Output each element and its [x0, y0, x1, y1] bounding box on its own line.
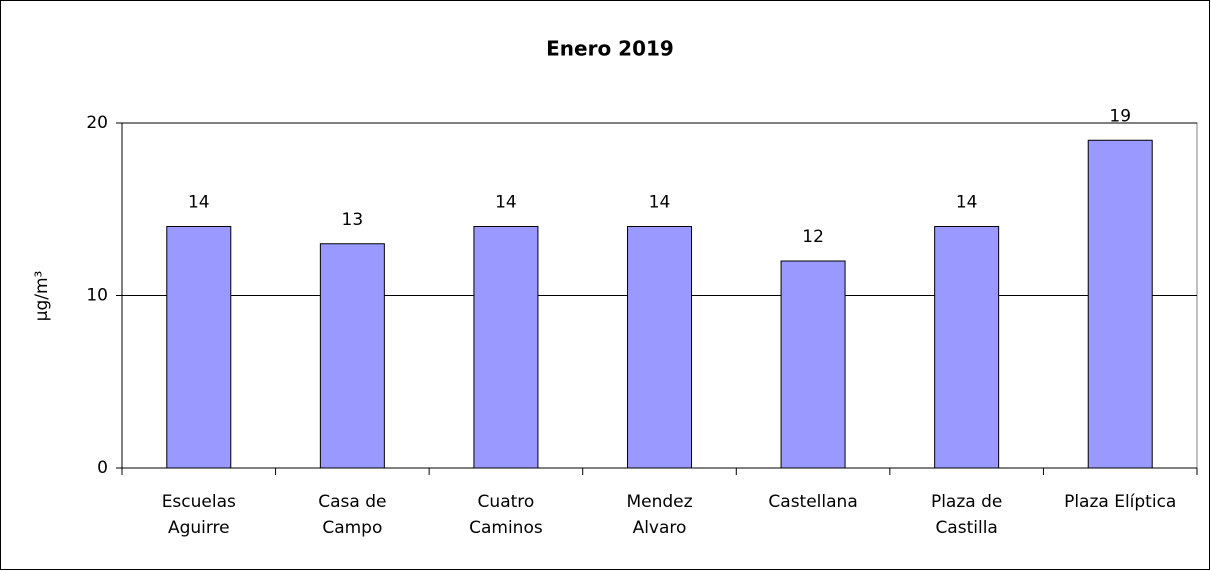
data-label: 14 — [495, 193, 517, 213]
data-label: 14 — [649, 193, 671, 213]
data-label: 14 — [956, 193, 978, 213]
y-axis-label: µg/m³ — [32, 271, 52, 322]
data-label: 13 — [342, 210, 364, 230]
data-label: 19 — [1109, 106, 1131, 126]
bar — [319, 243, 385, 469]
data-label: 12 — [802, 227, 824, 247]
x-tick-label: Casa de Campo — [318, 492, 386, 538]
bar — [1087, 139, 1153, 469]
y-tick-label: 10 — [86, 286, 108, 306]
x-tick-label: Plaza Elíptica — [1064, 492, 1176, 512]
bar — [473, 226, 539, 469]
bar — [780, 260, 846, 469]
x-tick-label: Castellana — [768, 492, 857, 512]
x-tick-label: Mendez Alvaro — [626, 492, 692, 538]
x-tick-label: Plaza de Castilla — [931, 492, 1002, 538]
data-label: 14 — [188, 193, 210, 213]
y-tick-label: 20 — [86, 113, 108, 133]
y-tick-label: 0 — [97, 458, 108, 478]
bar — [627, 226, 692, 469]
bar — [934, 226, 1000, 469]
x-tick-label: Escuelas Aguirre — [162, 492, 236, 538]
x-tick-label: Cuatro Caminos — [469, 492, 543, 538]
chart-title: Enero 2019 — [546, 37, 674, 61]
bar — [166, 226, 232, 469]
